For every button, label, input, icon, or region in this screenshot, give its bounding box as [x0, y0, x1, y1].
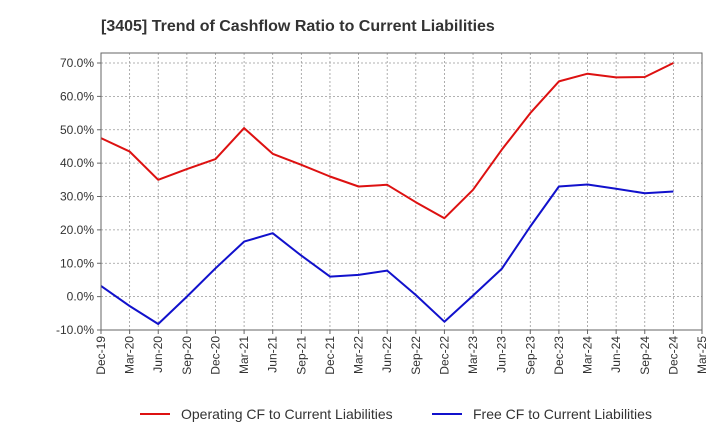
x-tick-label: Jun-22 — [380, 336, 394, 373]
x-tick-label: Mar-20 — [123, 336, 137, 374]
x-tick-label: Dec-23 — [552, 336, 566, 375]
x-tick-label: Sep-24 — [638, 336, 652, 375]
x-tick-label: Jun-20 — [151, 336, 165, 373]
grid-lines — [101, 53, 702, 331]
x-tick-label: Sep-20 — [180, 336, 194, 375]
legend-label-2: Free CF to Current Liabilities — [473, 406, 652, 422]
x-tick-label: Dec-22 — [437, 336, 451, 375]
x-tick-label: Mar-25 — [695, 336, 709, 374]
x-tick-label: Mar-23 — [466, 336, 480, 374]
x-tick-label: Dec-21 — [323, 336, 337, 375]
y-tick-label: 0.0% — [67, 290, 95, 304]
y-axis-ticks: -10.0% 0.0% 10.0% 20.0% 30.0% 40.0% 50.0% 60.0%… — [56, 56, 101, 337]
series-lines — [100, 62, 674, 325]
legend: Operating CF to Current Liabilities Free … — [140, 406, 652, 422]
chart-title: [3405] Trend of Cashflow Ratio to Curren… — [101, 18, 495, 35]
y-tick-label: 60.0% — [60, 89, 94, 103]
y-tick-label: 10.0% — [60, 256, 94, 270]
x-tick-label: Sep-21 — [294, 336, 308, 375]
x-tick-label: Dec-19 — [94, 336, 108, 375]
x-tick-label: Dec-24 — [666, 336, 680, 375]
x-tick-label: Jun-21 — [266, 336, 280, 373]
x-tick-label: Jun-23 — [495, 336, 509, 373]
y-tick-label: 70.0% — [60, 56, 94, 70]
x-tick-label: Mar-24 — [581, 336, 595, 374]
x-tick-label: Dec-20 — [208, 336, 222, 375]
y-tick-label: 20.0% — [60, 223, 94, 237]
series-line-2 — [100, 183, 674, 325]
series-line-1 — [100, 62, 674, 220]
x-tick-label: Sep-22 — [409, 336, 423, 375]
x-tick-label: Jun-24 — [609, 336, 623, 373]
y-tick-label: 30.0% — [60, 190, 94, 204]
x-axis-ticks: Dec-19 Mar-20 Jun-20 Sep-20 Dec-20 Mar-21 Jun-… — [94, 330, 709, 375]
x-tick-label: Sep-23 — [523, 336, 537, 375]
x-tick-label: Mar-21 — [237, 336, 251, 374]
y-tick-label: 50.0% — [60, 123, 94, 137]
x-tick-label: Mar-22 — [352, 336, 366, 374]
y-tick-label: 40.0% — [60, 156, 94, 170]
plot-frame — [100, 52, 703, 331]
y-tick-label: -10.0% — [56, 323, 94, 337]
legend-label-1: Operating CF to Current Liabilities — [181, 406, 393, 422]
